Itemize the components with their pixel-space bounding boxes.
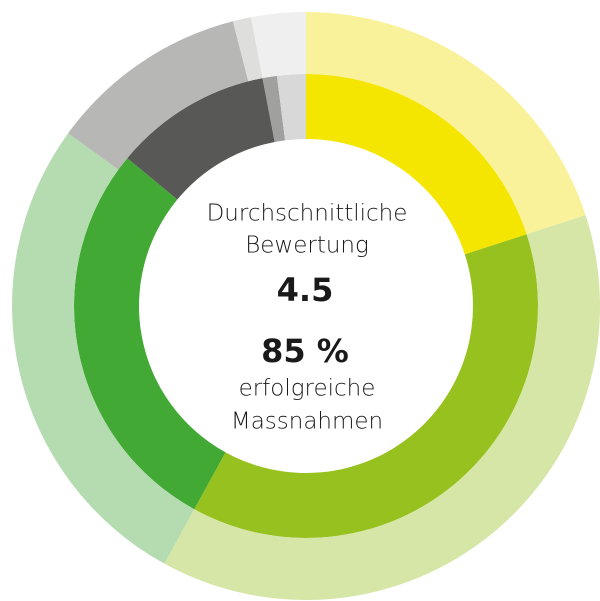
ring-segment xyxy=(127,78,275,200)
success-label: Massnahmen xyxy=(231,409,383,435)
rings xyxy=(11,12,600,601)
ring-segment xyxy=(262,75,286,142)
ring-segment xyxy=(276,74,306,141)
ring-segment xyxy=(306,12,586,235)
rating-label: Durchschnittliche xyxy=(207,201,408,227)
ring-segment xyxy=(73,158,226,510)
success-rate: 85 % xyxy=(261,332,349,370)
ring-segment xyxy=(250,12,306,79)
ring-segment xyxy=(194,234,539,539)
success-label: erfolgreiche xyxy=(239,376,376,402)
ring-segment xyxy=(11,133,195,564)
ring-segment xyxy=(68,21,249,170)
rating-label: Bewertung xyxy=(245,233,369,259)
rating-value: 4.5 xyxy=(277,271,334,309)
ring-segment xyxy=(232,17,263,82)
ring-segment xyxy=(306,74,527,255)
ring-segment xyxy=(164,215,600,601)
